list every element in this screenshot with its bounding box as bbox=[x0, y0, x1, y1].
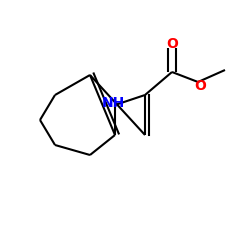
Text: NH: NH bbox=[102, 96, 124, 110]
Text: O: O bbox=[194, 79, 206, 93]
Text: O: O bbox=[166, 37, 178, 51]
